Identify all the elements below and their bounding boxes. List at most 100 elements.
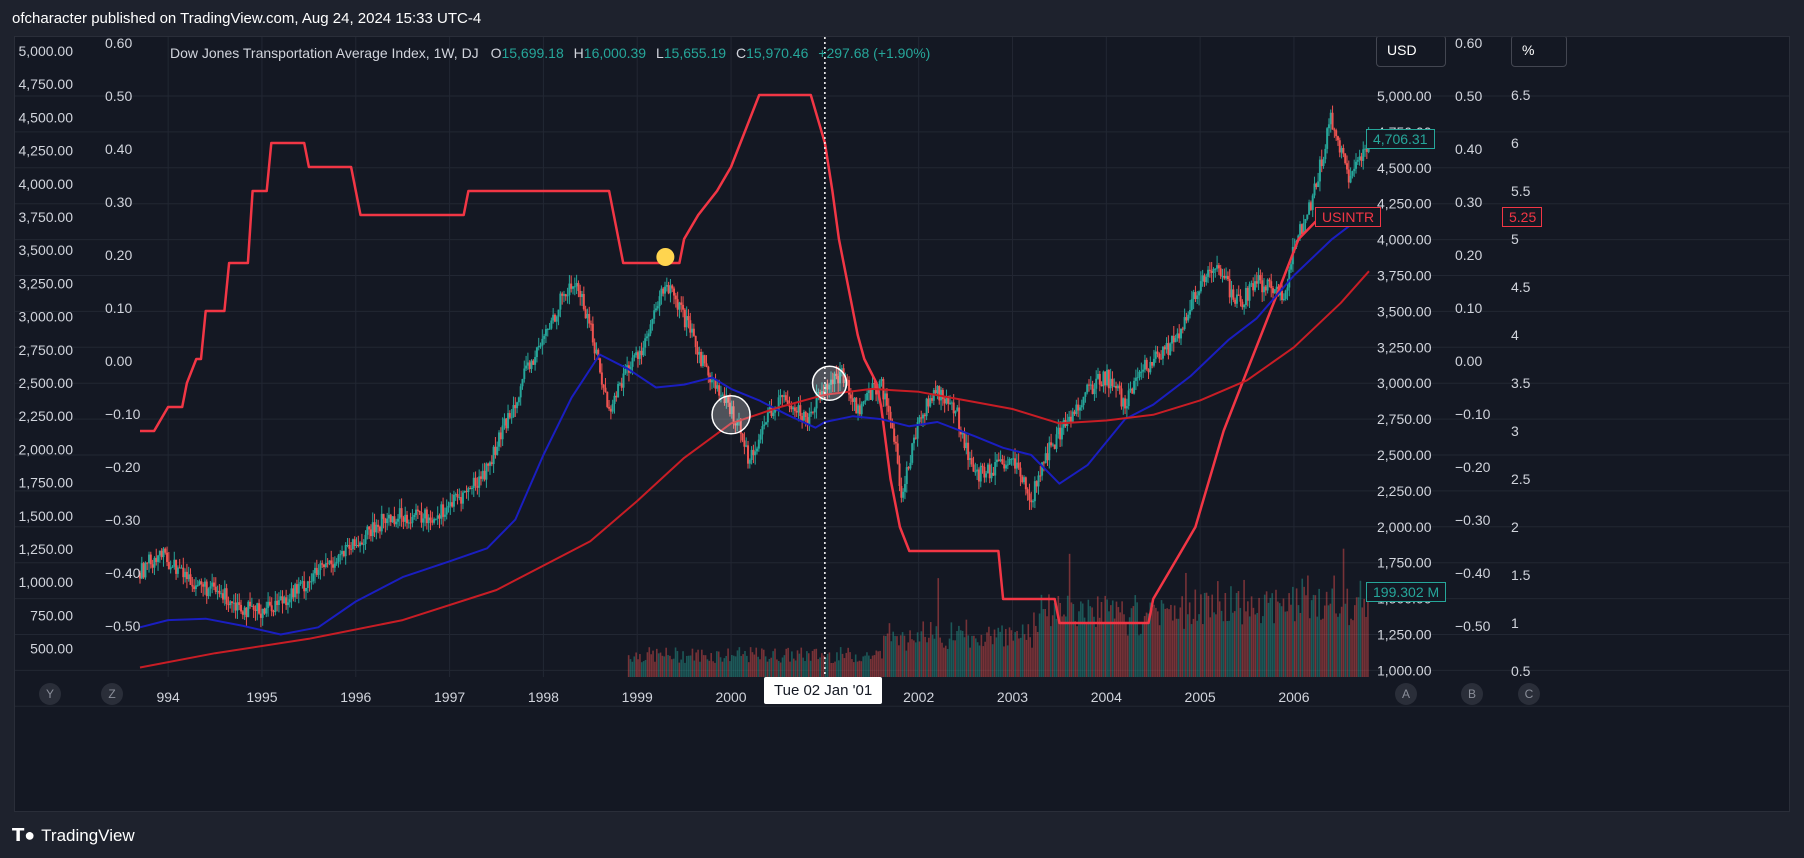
candle-body: [418, 511, 421, 513]
candle-body: [880, 379, 883, 382]
volume-bar: [642, 661, 645, 677]
volume-bar: [1160, 600, 1163, 677]
candle-body: [918, 417, 921, 423]
volume-bar: [869, 658, 872, 677]
candle-body: [1125, 406, 1128, 409]
axis-tick-label: 3: [1511, 423, 1519, 439]
footer-logo[interactable]: 𝗧● TradingView: [12, 825, 135, 846]
candle-body: [1091, 384, 1094, 395]
volume-bar: [868, 655, 870, 677]
candle-body: [1286, 287, 1289, 291]
axis-tick-label: 0.10: [1455, 300, 1482, 316]
candle-body: [645, 336, 648, 339]
candle-body: [353, 539, 356, 547]
candle-body: [153, 557, 156, 568]
volume-bar: [928, 637, 930, 677]
candle-body: [454, 494, 457, 496]
candle-body: [427, 517, 430, 524]
candle-body: [1163, 346, 1166, 350]
candle-body: [692, 328, 695, 336]
axis-tick-label: 0.40: [1455, 141, 1482, 157]
candle-body: [584, 309, 587, 319]
candle-body: [288, 599, 291, 603]
volume-bar: [1323, 605, 1326, 677]
candle-body: [885, 393, 888, 406]
volume-bar: [881, 658, 883, 677]
corner-button-y[interactable]: Y: [39, 683, 61, 705]
candle-body: [1154, 351, 1157, 359]
volume-bar: [1021, 624, 1024, 677]
candle-body: [1364, 148, 1367, 150]
volume-bar: [958, 625, 960, 677]
candle-body: [553, 314, 556, 322]
axis-tick-label: 0.20: [1455, 247, 1482, 263]
candle-body: [1165, 343, 1168, 350]
currency-button[interactable]: USD: [1376, 37, 1446, 67]
candle-body: [1131, 388, 1134, 394]
volume-bar: [731, 655, 733, 677]
candle-body: [267, 601, 270, 608]
volume-bar: [682, 651, 684, 677]
volume-bar: [1292, 586, 1294, 677]
candle-body: [756, 448, 759, 452]
candle-body: [341, 551, 344, 555]
candle-body: [445, 507, 448, 515]
volume-bar: [1203, 592, 1206, 677]
unit-button[interactable]: %: [1511, 37, 1567, 67]
volume-bar: [939, 637, 941, 677]
candle-body: [922, 414, 925, 419]
volume-bar: [1042, 609, 1045, 677]
axis-tick-label: 2,000.00: [19, 441, 74, 457]
volume-tag: 199.302 M: [1366, 582, 1447, 602]
candle-body: [525, 365, 528, 369]
chart-canvas[interactable]: 5,000.00 4,750.00 4,500.00 4,250.00 4,000.00…: [15, 37, 1790, 812]
corner-button-a[interactable]: A: [1395, 683, 1417, 705]
volume-bar: [633, 656, 636, 677]
candle-body: [801, 415, 804, 421]
candle-body: [516, 402, 519, 409]
candle-body: [1115, 385, 1118, 389]
candle-body: [142, 563, 145, 578]
candle-body: [1199, 281, 1202, 292]
candle-body: [249, 601, 252, 607]
candle-body: [452, 494, 455, 507]
candle-body: [319, 563, 322, 571]
volume-bar: [708, 660, 711, 677]
candle-body: [707, 366, 710, 376]
candle-body: [606, 391, 609, 407]
volume-bar: [1153, 604, 1155, 677]
chart-area[interactable]: 5,000.00 4,750.00 4,500.00 4,250.00 4,000.00…: [14, 36, 1790, 812]
x-axis-tick-label: 2006: [1278, 689, 1309, 705]
candle-body: [1069, 416, 1072, 422]
candle-body: [308, 581, 311, 583]
candle-body: [149, 554, 152, 565]
corner-button-z[interactable]: Z: [101, 683, 123, 705]
candle-body: [413, 514, 416, 517]
candle-body: [1355, 161, 1358, 169]
volume-bar: [879, 650, 881, 677]
volume-bar: [687, 655, 690, 677]
volume-bar: [1232, 612, 1234, 677]
candle-body: [1048, 442, 1051, 461]
candle-body: [867, 389, 870, 394]
axis-tick-label: 1,500.00: [19, 508, 74, 524]
volume-bar: [924, 636, 926, 677]
corner-button-b[interactable]: B: [1461, 683, 1483, 705]
candle-body: [761, 426, 764, 435]
x-axis-tick-label: 2002: [903, 689, 934, 705]
candle-body: [700, 351, 703, 366]
x-axis: 994 1995 1996 1997 1998 1999 2000 2002 2003 2004 2…: [156, 689, 1309, 705]
candle-body: [189, 574, 192, 585]
candle-body: [252, 605, 255, 610]
volume-bar: [762, 649, 765, 677]
corner-button-c[interactable]: C: [1518, 683, 1540, 705]
volume-bar: [916, 632, 919, 677]
candle-body: [364, 534, 367, 545]
candle-body: [682, 304, 685, 310]
candle-body: [404, 514, 407, 522]
volume-bar: [800, 647, 803, 677]
volume-bar: [1235, 592, 1238, 677]
candle-body: [1026, 489, 1029, 494]
candle-body: [369, 529, 372, 537]
candle-body: [1225, 276, 1228, 279]
